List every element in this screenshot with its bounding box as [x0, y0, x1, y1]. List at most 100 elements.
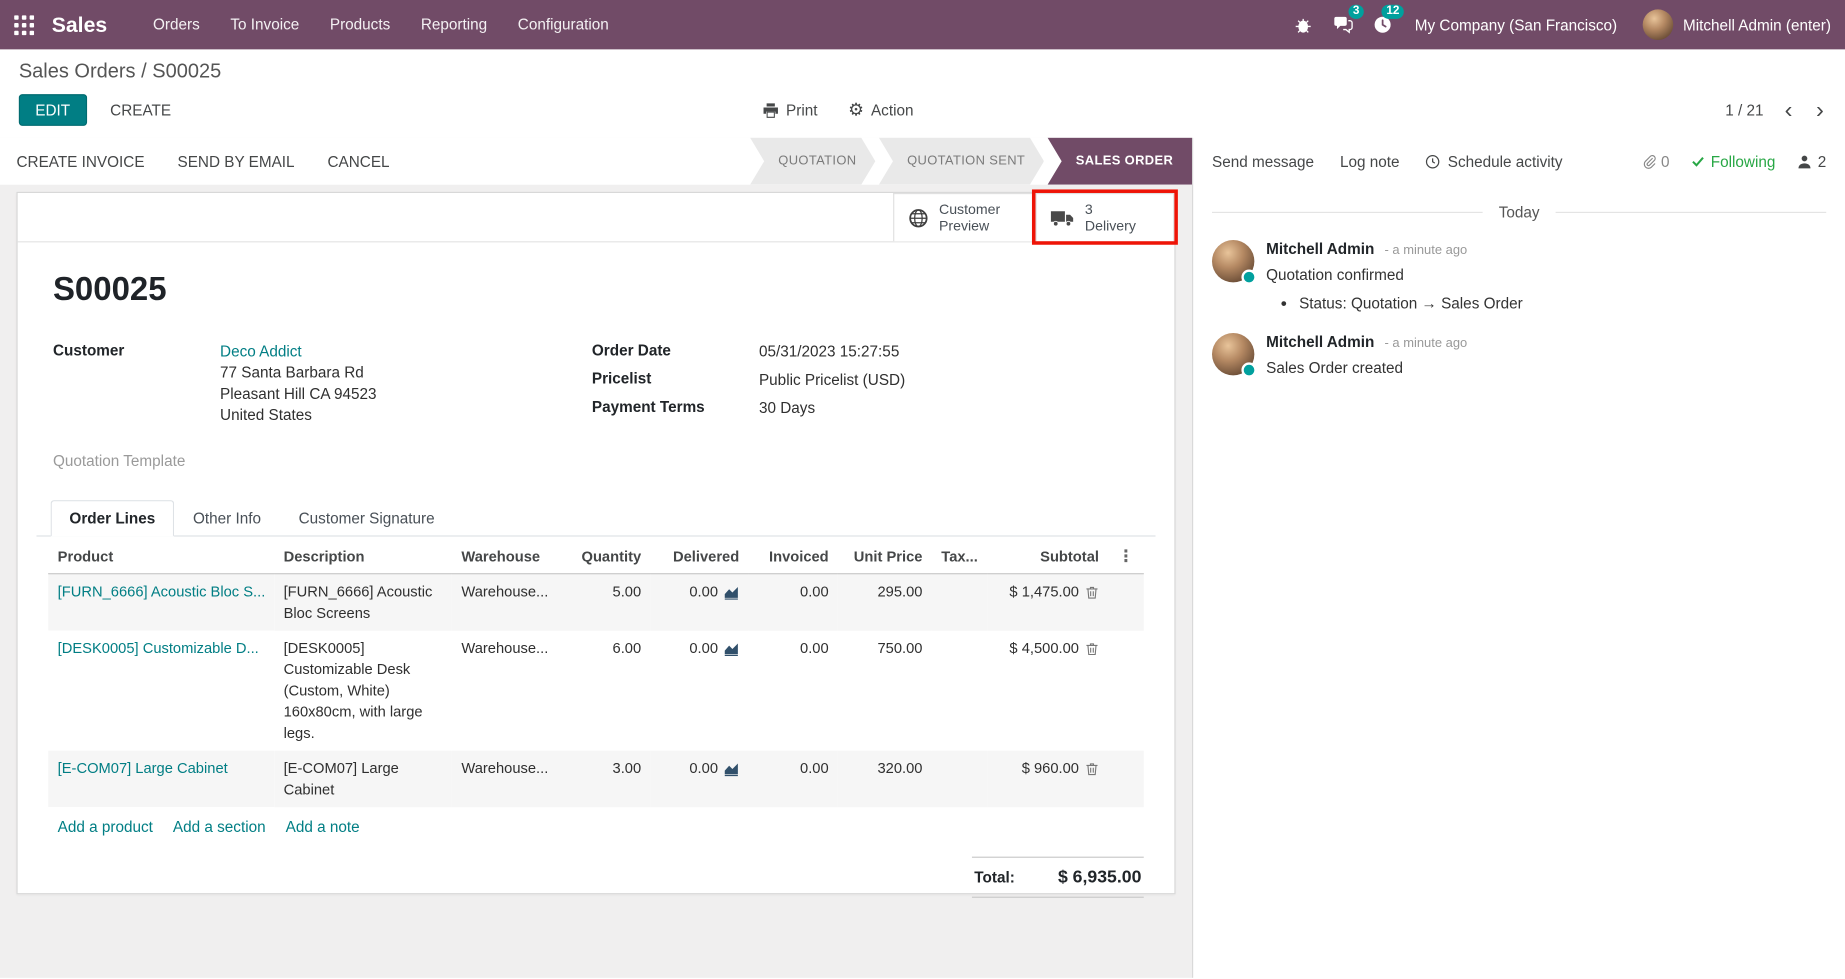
person-icon: [1797, 154, 1812, 169]
message-author[interactable]: Mitchell Admin: [1266, 333, 1375, 351]
notebook-tabs: Order Lines Other Info Customer Signatur…: [36, 500, 1156, 537]
product-link[interactable]: [E-COM07] Large Cabinet: [57, 760, 228, 777]
col-product[interactable]: Product: [48, 536, 275, 575]
order-lines-table: Product Description Warehouse Quantity D…: [48, 536, 1144, 808]
total-value: $ 6,935.00: [1057, 867, 1142, 888]
delete-line-icon[interactable]: [1085, 584, 1099, 599]
app-brand[interactable]: Sales: [51, 12, 108, 36]
previous-record-icon[interactable]: ‹: [1784, 97, 1793, 123]
schedule-clock-icon: [1425, 154, 1440, 169]
gear-icon: ⚙: [848, 99, 864, 120]
breadcrumb-separator: /: [141, 60, 147, 83]
delivery-count: 3: [1084, 201, 1093, 218]
attachments-button[interactable]: 0: [1641, 152, 1670, 170]
tab-other-info[interactable]: Other Info: [192, 509, 261, 528]
col-description[interactable]: Description: [274, 536, 452, 575]
presence-indicator-icon: [1241, 362, 1257, 378]
activities-menu-button[interactable]: 12: [1363, 0, 1405, 49]
paperclip-icon: [1641, 154, 1656, 169]
customer-preview-button[interactable]: Customer Preview: [893, 192, 1037, 242]
line-subtotal: $ 4,500.00: [1009, 640, 1079, 657]
messages-menu-button[interactable]: 3: [1323, 0, 1365, 49]
line-unit-price: 320.00: [877, 760, 923, 777]
col-delivered[interactable]: Delivered: [650, 536, 749, 575]
col-warehouse[interactable]: Warehouse: [451, 536, 567, 575]
add-note-link[interactable]: Add a note: [285, 817, 360, 836]
pricelist-value: Public Pricelist (USD): [758, 370, 906, 389]
create-invoice-button[interactable]: CREATE INVOICE: [16, 152, 145, 171]
delete-line-icon[interactable]: [1085, 761, 1099, 776]
apps-menu-button[interactable]: [0, 0, 47, 49]
add-product-link[interactable]: Add a product: [57, 817, 153, 836]
presence-indicator-icon: [1241, 269, 1257, 285]
company-switcher[interactable]: My Company (San Francisco): [1414, 15, 1618, 34]
col-invoiced[interactable]: Invoiced: [748, 536, 839, 575]
line-invoiced: 0.00: [800, 760, 829, 777]
user-menu[interactable]: Mitchell Admin (enter): [1643, 9, 1831, 41]
customer-link[interactable]: Deco Addict: [220, 342, 302, 361]
step-quotation-sent[interactable]: QUOTATION SENT: [879, 138, 1044, 185]
message-time: - a minute ago: [1384, 243, 1468, 258]
order-line-row[interactable]: [E-COM07] Large Cabinet [E-COM07] Large …: [48, 750, 1144, 808]
forecast-chart-icon[interactable]: [724, 761, 739, 776]
log-note-button[interactable]: Log note: [1339, 152, 1400, 171]
col-quantity[interactable]: Quantity: [566, 536, 651, 575]
send-by-email-button[interactable]: SEND BY EMAIL: [177, 152, 295, 171]
add-section-link[interactable]: Add a section: [172, 817, 266, 836]
attachments-count: 0: [1661, 152, 1670, 171]
next-record-icon[interactable]: ›: [1816, 97, 1824, 123]
product-link[interactable]: [FURN_6666] Acoustic Bloc S...: [57, 583, 266, 601]
col-taxes[interactable]: Tax...: [931, 536, 988, 575]
line-invoiced: 0.00: [800, 583, 829, 601]
pricelist-label: Pricelist: [591, 369, 652, 388]
menu-to-invoice[interactable]: To Invoice: [230, 15, 300, 33]
optional-columns-icon[interactable]: ⋮: [1117, 545, 1135, 565]
message: Mitchell Admin - a minute ago Sales Orde…: [1193, 317, 1845, 379]
schedule-activity-label: Schedule activity: [1447, 152, 1563, 171]
forecast-chart-icon[interactable]: [724, 641, 739, 656]
send-message-button[interactable]: Send message: [1212, 152, 1315, 171]
delivery-stat-button[interactable]: 3 Delivery: [1031, 189, 1178, 245]
menu-reporting[interactable]: Reporting: [420, 15, 488, 33]
col-subtotal[interactable]: Subtotal: [987, 536, 1109, 575]
menu-configuration[interactable]: Configuration: [517, 15, 609, 33]
step-quotation[interactable]: QUOTATION: [750, 138, 875, 185]
followers-button[interactable]: 2: [1797, 152, 1826, 170]
message-avatar[interactable]: [1212, 240, 1257, 285]
step-sales-order[interactable]: SALES ORDER: [1047, 137, 1192, 185]
order-line-row[interactable]: [FURN_6666] Acoustic Bloc S... [FURN_666…: [48, 573, 1144, 631]
debug-button[interactable]: [1283, 0, 1323, 49]
pager-value: 1 / 21: [1725, 101, 1764, 119]
message-avatar[interactable]: [1212, 333, 1257, 378]
delete-line-icon[interactable]: [1085, 641, 1099, 656]
schedule-activity-button[interactable]: Schedule activity: [1425, 152, 1563, 171]
line-taxes: [932, 574, 987, 631]
main-menu: Orders To Invoice Products Reporting Con…: [138, 0, 624, 49]
tab-customer-signature[interactable]: Customer Signature: [298, 509, 435, 528]
order-line-row[interactable]: [DESK0005] Customizable D... [DESK0005] …: [48, 631, 1144, 751]
truck-icon: [1050, 209, 1075, 227]
product-link[interactable]: [DESK0005] Customizable D...: [57, 640, 259, 657]
line-add-links: Add a product Add a section Add a note: [36, 807, 1155, 836]
control-panel: EDIT CREATE Print ⚙ Action 1 / 21 ‹ ›: [0, 85, 1845, 138]
create-button[interactable]: CREATE: [96, 95, 185, 124]
line-unit-price: 750.00: [877, 640, 923, 657]
print-label: Print: [786, 101, 818, 119]
print-menu[interactable]: Print: [763, 101, 818, 119]
col-unit-price[interactable]: Unit Price: [838, 536, 932, 575]
breadcrumb-parent[interactable]: Sales Orders: [18, 60, 136, 83]
tab-order-lines[interactable]: Order Lines: [50, 500, 175, 537]
breadcrumb: Sales Orders / S00025: [0, 49, 1845, 86]
menu-products[interactable]: Products: [329, 15, 391, 33]
chatter-toolbar: Send message Log note Schedule activity …: [1193, 138, 1845, 185]
edit-button[interactable]: EDIT: [18, 94, 87, 126]
following-button[interactable]: Following: [1691, 152, 1775, 170]
message-author[interactable]: Mitchell Admin: [1266, 240, 1375, 258]
message-body: Sales Order created: [1266, 358, 1404, 377]
menu-orders[interactable]: Orders: [153, 15, 200, 33]
line-taxes: [932, 751, 987, 807]
customer-address-line: Pleasant Hill CA 94523: [220, 384, 377, 403]
forecast-chart-icon[interactable]: [724, 584, 739, 599]
cancel-button[interactable]: CANCEL: [327, 152, 390, 171]
action-menu[interactable]: ⚙ Action: [848, 101, 913, 119]
